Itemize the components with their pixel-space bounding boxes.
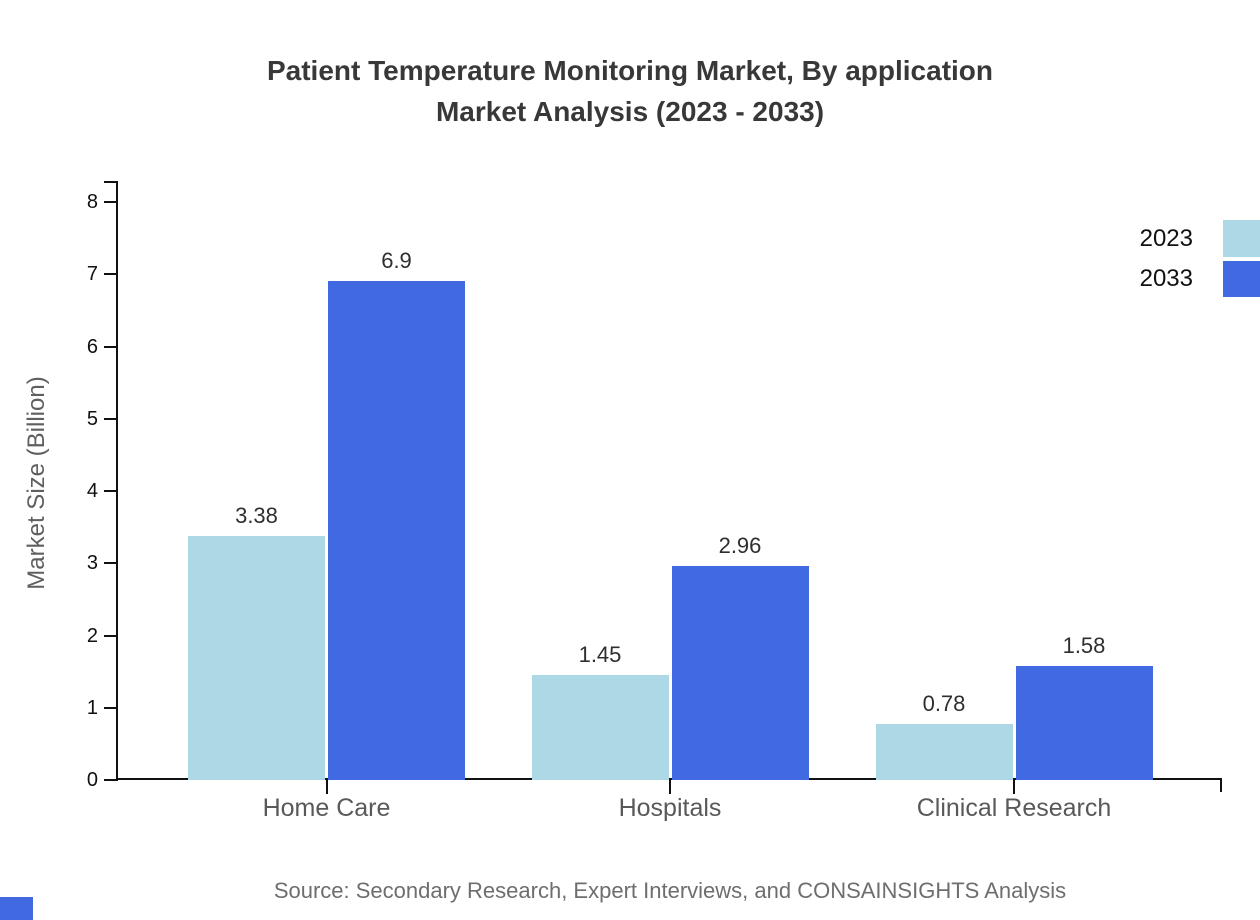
bar-2033-clinical-research <box>1015 666 1153 780</box>
y-tick-label: 7 <box>86 263 98 286</box>
legend-swatch-2023 <box>1223 220 1260 257</box>
legend-label-2033: 2033 <box>1139 265 1193 292</box>
bar-value-label: 2.96 <box>718 533 762 558</box>
bar-2033-hospitals <box>671 566 809 780</box>
y-tick-mark <box>104 201 118 203</box>
x-axis-end-cap <box>1220 779 1222 792</box>
x-tick-mark <box>325 780 328 794</box>
y-tick-label: 0 <box>86 769 98 791</box>
bar-value-label: 1.45 <box>578 642 622 667</box>
bar-value-label: 1.58 <box>1062 633 1106 658</box>
legend-label-2023: 2023 <box>1139 225 1193 252</box>
bar-2023-hospitals <box>531 675 669 780</box>
y-tick-mark <box>104 345 118 348</box>
y-tick-mark <box>104 634 118 637</box>
chart-title-line2: Market Analysis (2023 - 2033) <box>435 96 825 127</box>
corner-brand-mark <box>0 897 33 920</box>
y-tick-mark <box>104 273 118 276</box>
y-tick-mark <box>104 779 118 781</box>
y-tick-label: 4 <box>86 480 98 502</box>
x-category-label: Hospitals <box>618 794 722 822</box>
y-tick-label: 8 <box>86 191 98 213</box>
chart-title: Patient Temperature Monitoring Market, B… <box>0 50 1260 132</box>
y-tick-mark <box>104 562 118 565</box>
bar-value-label: 3.38 <box>235 503 278 528</box>
bar-value-label: 0.78 <box>922 691 966 716</box>
legend-swatch-2033 <box>1223 261 1260 297</box>
x-tick-mark <box>669 780 671 794</box>
y-axis-end-cap <box>104 181 118 183</box>
source-note: Source: Secondary Research, Expert Inter… <box>273 878 1067 903</box>
y-tick-mark <box>104 417 118 420</box>
x-axis-spine <box>116 778 1222 780</box>
y-tick-mark <box>104 490 118 492</box>
x-category-label: Clinical Research <box>916 794 1112 822</box>
bar-value-label: 6.9 <box>381 248 412 273</box>
y-tick-label: 1 <box>86 696 98 719</box>
y-tick-label: 3 <box>86 552 98 575</box>
bar-2023-home-care <box>188 536 325 780</box>
bar-2023-clinical-research <box>875 724 1013 780</box>
chart-title-line1: Patient Temperature Monitoring Market, B… <box>266 55 994 86</box>
bar-2033-home-care <box>328 281 465 780</box>
x-tick-mark <box>1013 780 1015 794</box>
y-tick-label: 6 <box>86 335 98 358</box>
y-tick-mark <box>104 706 118 709</box>
y-tick-label: 2 <box>86 624 98 647</box>
y-axis-spine <box>116 182 118 780</box>
x-category-label: Home Care <box>262 794 391 822</box>
y-tick-label: 5 <box>86 407 98 430</box>
